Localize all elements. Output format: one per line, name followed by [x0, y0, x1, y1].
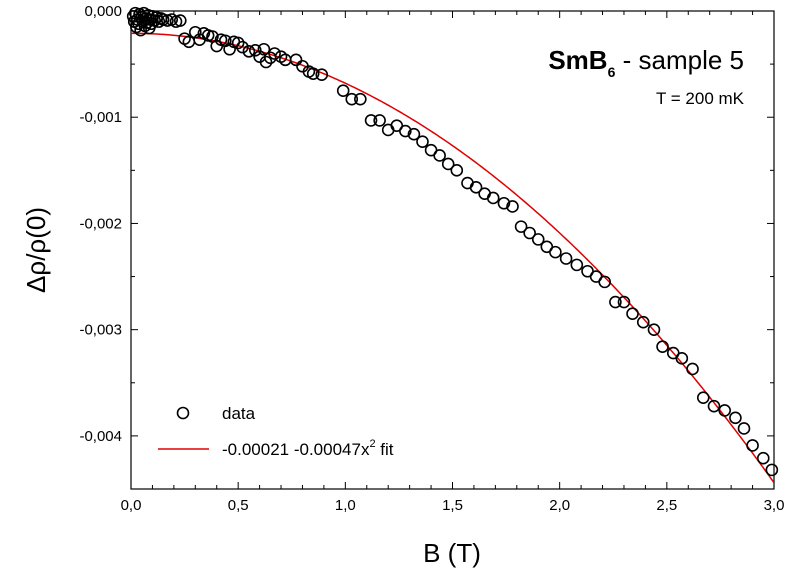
data-point [315, 68, 329, 82]
x-tick-label: 1,5 [442, 497, 463, 514]
data-point [570, 258, 584, 272]
data-point [231, 36, 245, 50]
data-point [686, 362, 699, 376]
data-point [696, 391, 710, 404]
legend-fit-label-main: -0.00021 -0.00047x [222, 440, 370, 459]
data-point [636, 315, 650, 329]
data-point [407, 127, 421, 141]
data-point [364, 114, 378, 127]
data-point [531, 233, 545, 246]
data-point [746, 439, 759, 452]
data-point [289, 53, 303, 67]
legend-data-label: data [222, 404, 256, 423]
data-point [756, 451, 770, 465]
x-tick-label: 2,0 [549, 497, 570, 514]
data-point [134, 23, 147, 37]
data-point [189, 25, 202, 39]
legend: data -0.00021 -0.00047x2 fit [158, 404, 394, 459]
data-point [729, 411, 742, 425]
data-point [656, 340, 669, 353]
data-point [236, 40, 249, 54]
y-tick-label: -0,002 [79, 215, 122, 232]
data-point [399, 124, 412, 138]
data-point [506, 200, 519, 213]
x-tick-label: 1,0 [335, 497, 356, 514]
data-points-layer [126, 6, 779, 477]
x-tick-labels: 0,0 0,5 1,0 1,5 2,0 2,5 3,0 [121, 497, 785, 514]
data-point [523, 226, 536, 240]
legend-data-marker [176, 406, 190, 420]
y-tick-label: -0,003 [79, 322, 122, 339]
x-tick-label: 0,5 [228, 497, 249, 514]
y-tick-label: 0,000 [84, 3, 122, 20]
data-point [416, 135, 429, 148]
annotation-material-sub: 6 [608, 64, 616, 80]
annotation-sample: - sample 5 [615, 45, 744, 75]
legend-fit-label: -0.00021 -0.00047x2 fit [222, 438, 394, 459]
y-tick-label: -0,004 [79, 428, 122, 445]
data-point [268, 47, 281, 60]
y-tick-label: -0,001 [79, 109, 122, 126]
y-tick-labels: 0,000 -0,001 -0,002 -0,003 -0,004 [79, 3, 122, 445]
x-tick-label: 0,0 [121, 497, 142, 514]
data-point [354, 92, 367, 106]
data-point [609, 295, 622, 309]
data-point [559, 252, 573, 265]
data-point [257, 42, 271, 56]
x-tick-label: 3,0 [764, 497, 785, 514]
data-point [718, 404, 732, 417]
data-point [336, 84, 350, 97]
data-point [626, 307, 639, 321]
x-axis-title: B (T) [423, 538, 481, 568]
data-point [469, 181, 483, 194]
data-point [647, 323, 661, 336]
data-point [486, 191, 500, 205]
annotation-temperature: T = 200 mK [656, 89, 745, 108]
data-point [249, 43, 262, 57]
data-point [373, 114, 386, 127]
data-point [242, 45, 256, 58]
legend-fit-label-post: fit [376, 440, 394, 459]
data-point [549, 245, 562, 259]
data-point [707, 399, 721, 413]
data-point [441, 157, 455, 171]
data-point [598, 275, 611, 289]
data-point [306, 67, 320, 80]
data-point [174, 14, 187, 27]
data-point [433, 149, 446, 162]
data-point [737, 422, 751, 435]
data-point [223, 42, 236, 56]
data-point [497, 196, 511, 210]
legend-fit-label-sup: 2 [369, 438, 375, 450]
y-axis-title: Δρ/ρ(0) [21, 207, 51, 293]
data-point [765, 463, 779, 477]
annotation-material: SmB [548, 45, 607, 75]
data-point [617, 295, 631, 309]
data-point [514, 220, 528, 233]
annotation-title: SmB6 - sample 5 [548, 45, 744, 80]
data-point [675, 352, 689, 365]
data-point [450, 164, 464, 177]
x-tick-label: 2,5 [656, 497, 677, 514]
data-point [259, 55, 273, 69]
data-point [345, 92, 359, 106]
